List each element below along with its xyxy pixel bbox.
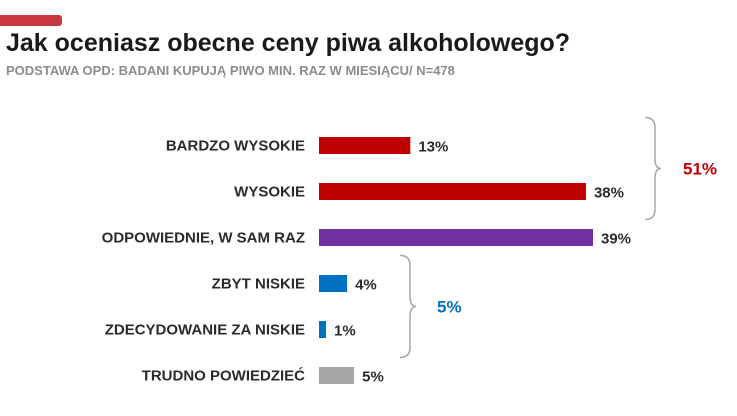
value-label: 39% bbox=[601, 231, 631, 248]
category-label: BARDZO WYSOKIE bbox=[166, 138, 305, 155]
bar bbox=[319, 321, 327, 338]
category-label: ZBYT NISKIE bbox=[212, 276, 305, 293]
category-label: TRUDNO POWIEDZIEĆ bbox=[142, 367, 305, 385]
value-label: 13% bbox=[418, 139, 448, 156]
bar bbox=[319, 137, 411, 154]
value-label: 5% bbox=[362, 369, 384, 386]
accent-bar bbox=[0, 15, 62, 26]
value-label: 1% bbox=[334, 323, 356, 340]
group-total-label: 5% bbox=[437, 298, 462, 317]
chart-title: Jak oceniasz obecne ceny piwa alkoholowe… bbox=[6, 29, 571, 57]
value-label: 38% bbox=[594, 185, 624, 202]
group-total-label: 51% bbox=[683, 160, 717, 179]
bar bbox=[319, 367, 355, 384]
value-label: 4% bbox=[355, 277, 377, 294]
category-label: ZDECYDOWANIE ZA NISKIE bbox=[105, 322, 305, 339]
category-label: ODPOWIEDNIE, W SAM RAZ bbox=[102, 230, 305, 247]
group-bracket bbox=[399, 254, 417, 359]
chart-subtitle: PODSTAWA OPD: BADANI KUPUJĄ PIWO MIN. RA… bbox=[6, 63, 455, 78]
category-label: WYSOKIE bbox=[234, 184, 305, 201]
bar bbox=[319, 229, 593, 246]
group-bracket bbox=[644, 116, 662, 221]
bar bbox=[319, 275, 348, 292]
bar bbox=[319, 183, 586, 200]
